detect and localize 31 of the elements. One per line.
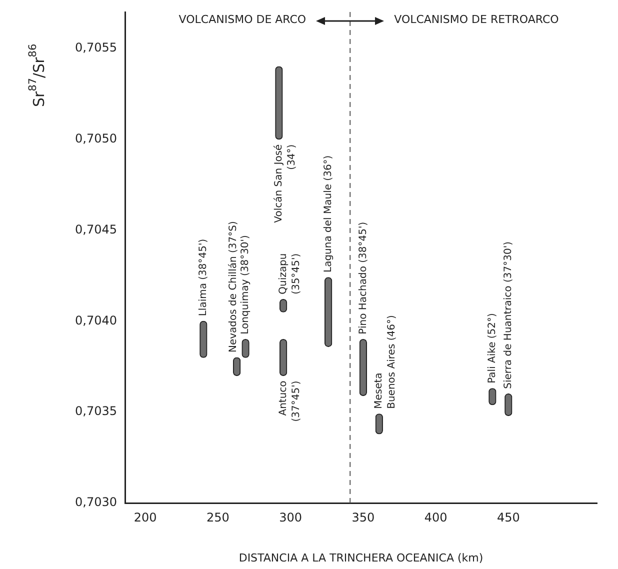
x-axis-title: DISTANCIA A LA TRINCHERA OCEANICA (km): [238, 551, 484, 564]
x-tick-label: 400: [424, 510, 448, 524]
annotation: Sierra de Huantraico (37°30'): [503, 241, 514, 389]
x-tick-label: 250: [206, 510, 230, 524]
annotation: (37°45'): [290, 380, 302, 422]
x-tick-label: 350: [352, 510, 375, 524]
x-tick-label: 450: [496, 510, 520, 524]
annotation: (34°): [286, 144, 298, 170]
y-axis-title: Sr87/Sr86: [26, 44, 48, 107]
annotation: Antuco: [278, 380, 289, 416]
x-tick-label: 300: [279, 510, 302, 524]
annotation: Volcán San José: [274, 144, 285, 223]
y-tick-label: 0,7045: [75, 222, 117, 236]
annotation: Laguna del Maule (36°): [322, 155, 334, 273]
annotation: Pali Aike (52°): [487, 312, 498, 384]
annotation: Llaima (38°45'): [198, 238, 210, 316]
y-tick-label: 0,7050: [75, 131, 117, 146]
annotation: Buenos Aires (46°): [386, 315, 398, 409]
annotation: VOLCANISMO DE ARCO: [178, 12, 306, 26]
annotation: Meseta: [374, 372, 385, 409]
annotation: Nevados de Chillán (37°S): [228, 221, 240, 353]
annotation: Pino Hachado (38°45'): [358, 222, 369, 334]
annotation: (35°45'): [290, 253, 302, 294]
x-tick-label: 200: [134, 510, 157, 524]
y-tick-label: 0,7030: [75, 495, 117, 510]
y-tick-label: 0,7040: [75, 313, 117, 328]
annotation: VOLCANISMO DE RETROARCO: [394, 12, 560, 26]
annotation: Lonquimay (38°30'): [240, 234, 252, 334]
annotation: Quizapu: [278, 253, 289, 294]
y-tick-label: 0,7055: [75, 40, 117, 54]
y-tick-label: 0,7035: [75, 404, 117, 418]
